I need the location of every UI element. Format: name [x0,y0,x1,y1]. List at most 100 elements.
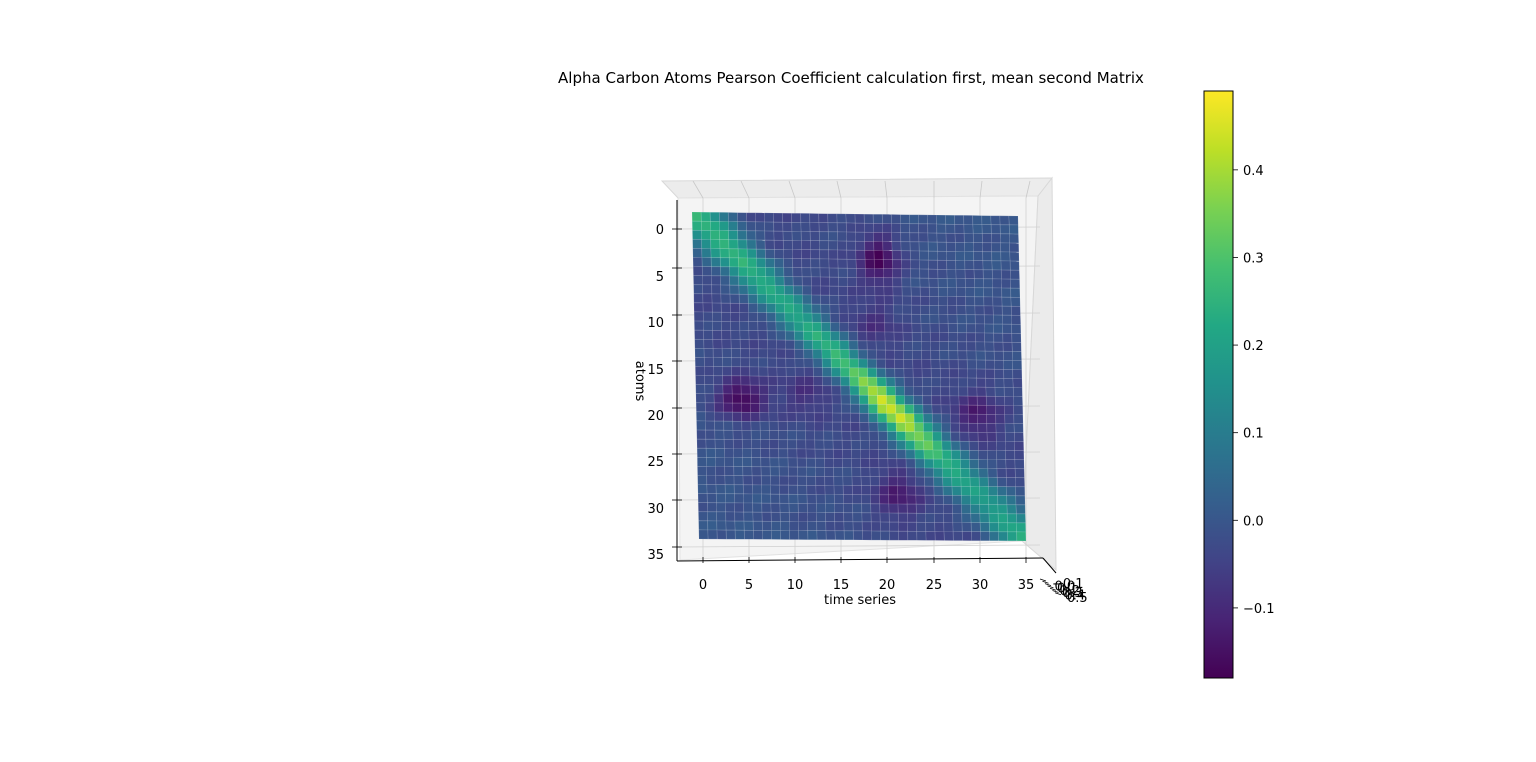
surface-cell [901,268,912,279]
surface-cell [974,323,985,334]
surface-cell [730,321,741,331]
surface-cell [811,303,822,314]
surface-cell [988,495,999,506]
surface-cell [765,276,776,286]
surface-cell [982,269,993,280]
surface-cell [869,485,880,496]
surface-cell [752,520,763,531]
surface-cell [777,412,788,423]
surface-cell [859,440,870,450]
surface-cell [831,394,842,405]
surface-cell [806,503,817,513]
surface-cell [919,268,930,279]
surface-cell [757,303,768,314]
surface-cell [785,375,796,386]
surface-cell [710,266,721,277]
surface-cell [858,394,869,405]
surface-cell [819,267,830,278]
surface-cell [815,484,826,495]
surface-cell [986,441,997,451]
surface-cell [775,330,786,341]
surface-cell [821,367,832,378]
surface-cell [786,412,797,423]
surface-cell [784,303,795,314]
surface-cell [747,275,758,286]
surface-cell [824,494,835,504]
surface-cell [960,495,971,505]
surface-cell [792,249,803,260]
surface-cell [766,312,777,323]
surface-cell [740,393,751,404]
surface-cell [850,421,861,432]
surface-cell [813,403,824,414]
surface-cell [982,242,993,253]
surface-cell [704,375,715,386]
surface-cell [701,229,712,240]
surface-cell [938,296,949,306]
surface-cell [905,467,916,478]
surface-cell [797,484,808,495]
surface-cell [738,293,749,304]
surface-cell [809,231,820,242]
surface-cell [794,339,805,350]
surface-cell [900,223,911,234]
surface-cell [877,413,888,423]
surface-cell [830,358,841,369]
surface-cell [766,339,777,350]
y-tick-label: 15 [647,363,664,378]
surface-cell [997,522,1008,533]
surface-cell [985,368,996,379]
surface-cell [878,467,889,478]
surface-cell [975,350,986,361]
surface-cell [750,439,761,450]
x-gridline-back [788,180,796,199]
surface-cell [929,295,940,306]
surface-cell [1000,269,1011,280]
surface-cell [719,239,730,250]
surface-cell [774,257,785,268]
surface-cell [963,224,974,234]
surface-cell [870,512,881,523]
surface-cell [714,429,725,440]
surface-cell [734,511,745,522]
surface-cell [818,231,829,242]
surface-cell [782,239,793,250]
surface-cell [751,484,762,495]
surface-cell [829,294,840,305]
surface-cell [919,259,930,270]
surface-cell [897,485,908,496]
surface-cell [843,512,854,523]
surface-cell [928,268,939,279]
x-gridline-back [979,180,983,199]
surface-cell [964,251,975,261]
surface-cell [819,258,830,269]
x-gridline-back [740,180,750,199]
surface-cell [695,384,706,395]
surface-cell [919,295,930,306]
surface-cell [906,503,917,514]
surface-cell [828,276,839,287]
surface-cell [943,503,954,514]
surface-cell [910,286,921,297]
surface-cell [868,403,879,414]
surface-cell [933,494,944,505]
surface-cell [722,393,733,404]
z-tick-mark [1049,587,1057,591]
surface-cell [705,411,715,422]
surface-cell [994,359,1004,370]
surface-cell [755,248,766,259]
surface-cell [751,466,762,477]
surface-cell [967,386,978,397]
surface-cell [1007,522,1018,533]
surface-cell [796,457,807,468]
surface-cell [900,250,911,261]
surface-cell [840,394,851,405]
surface-cell [767,375,778,386]
surface-cell [922,386,933,397]
surface-cell [994,395,1005,406]
surface-cell [693,320,704,331]
surface-cell [724,466,735,477]
surface-cell [920,304,931,315]
surface-cell [803,348,814,359]
surface-cell [876,385,887,396]
